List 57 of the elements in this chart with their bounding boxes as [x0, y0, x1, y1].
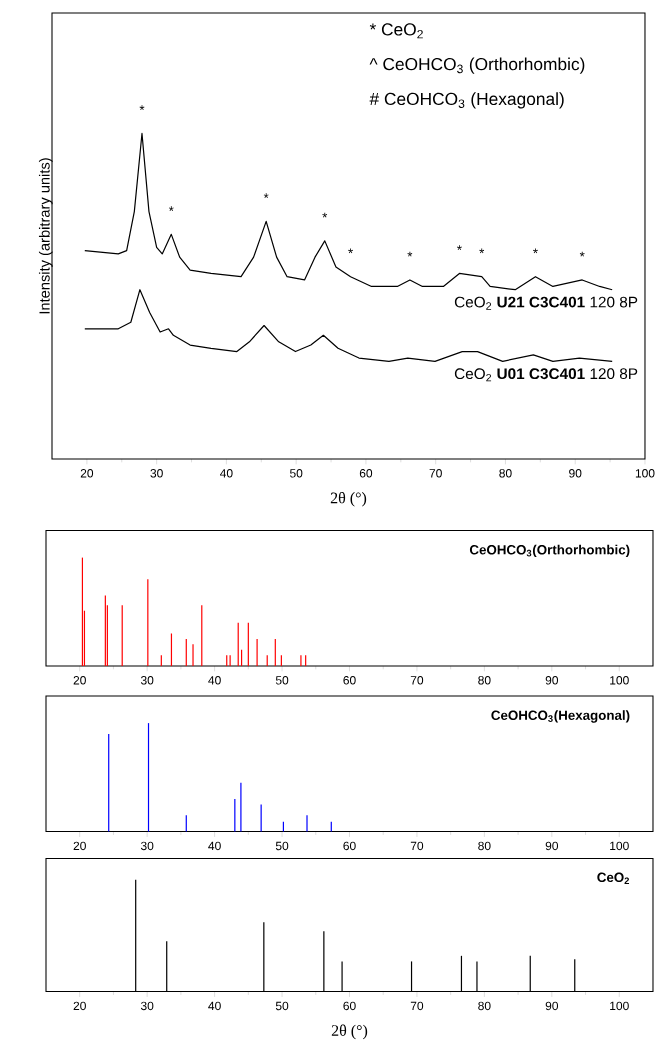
- x-tick-label: 20: [73, 676, 86, 685]
- annotation: *: [457, 245, 462, 251]
- x-tick-label: 70: [429, 469, 442, 478]
- y-axis-title: Intensity (arbitrary units): [38, 158, 53, 314]
- x-tick-label: 40: [220, 469, 233, 478]
- x-tick-label: 70: [410, 676, 424, 685]
- x-tick-label: 100: [610, 1001, 629, 1011]
- x-tick-label: 60: [343, 1001, 356, 1011]
- text: # CeOHCO$_{3}$ (Hexagonal): [369, 92, 564, 109]
- x-tick-label: 100: [610, 676, 629, 685]
- x-tick-label: 70: [410, 841, 424, 851]
- x-tick-label: 50: [289, 469, 303, 478]
- x-axis-title: 2θ (°): [330, 492, 367, 507]
- annotation: *: [348, 248, 353, 254]
- annotation: *: [139, 105, 145, 111]
- x-tick-label: 50: [275, 1001, 289, 1011]
- x-tick-label: 80: [478, 841, 491, 851]
- x-tick-label: 80: [478, 676, 491, 685]
- series-label: CeO$_{2}$ U21 C3C401 120 8P: [454, 296, 638, 310]
- chart-title: CeO$_{2}$: [597, 872, 630, 884]
- chart-title: CeOHCO$_{3}$(Hexagonal): [491, 710, 630, 723]
- x-tick-label: 30: [140, 841, 154, 851]
- x-tick-label: 30: [140, 676, 154, 685]
- x-tick-label: 100: [635, 469, 655, 478]
- x-tick-label: 40: [208, 676, 221, 685]
- x-tick-label: 90: [569, 469, 582, 478]
- x-tick-label: 80: [478, 1001, 491, 1011]
- x-tick-label: 20: [80, 469, 94, 478]
- x-tick-label: 40: [208, 1001, 221, 1011]
- annotation: *: [479, 248, 485, 254]
- x-tick-label: 50: [275, 676, 289, 685]
- text: * CeO$_{2}$: [369, 23, 423, 39]
- annotation: *: [168, 206, 174, 211]
- annotation: *: [579, 251, 585, 257]
- x-tick-label: 30: [140, 1001, 154, 1011]
- x-tick-label: 90: [545, 841, 559, 851]
- x-tick-label: 80: [499, 469, 512, 478]
- x-tick-label: 90: [545, 1001, 559, 1011]
- x-tick-label: 40: [208, 841, 221, 851]
- annotation: *: [263, 193, 269, 198]
- x-tick-label: 100: [610, 841, 629, 851]
- chart-title: CeOHCO$_{3}$(Orthorhombic): [469, 544, 630, 558]
- x-tick-label: 20: [73, 841, 86, 851]
- x-axis-title: 2θ (°): [331, 1024, 368, 1040]
- x-tick-label: 50: [275, 841, 289, 851]
- x-tick-label: 20: [73, 1001, 86, 1011]
- series-label: CeO$_{2}$ U01 C3C401 120 8P: [454, 368, 638, 382]
- x-tick-label: 60: [359, 469, 373, 478]
- x-tick-label: 60: [343, 676, 356, 685]
- annotation: *: [533, 248, 538, 254]
- x-tick-label: 60: [343, 841, 356, 851]
- annotation: *: [322, 212, 328, 218]
- annotation: *: [407, 251, 413, 257]
- x-tick-label: 90: [545, 676, 559, 685]
- x-tick-label: 70: [410, 1001, 424, 1011]
- x-tick-label: 30: [150, 469, 163, 478]
- text: ^ CeOHCO$_{3}$ (Orthorhombic): [369, 57, 585, 74]
